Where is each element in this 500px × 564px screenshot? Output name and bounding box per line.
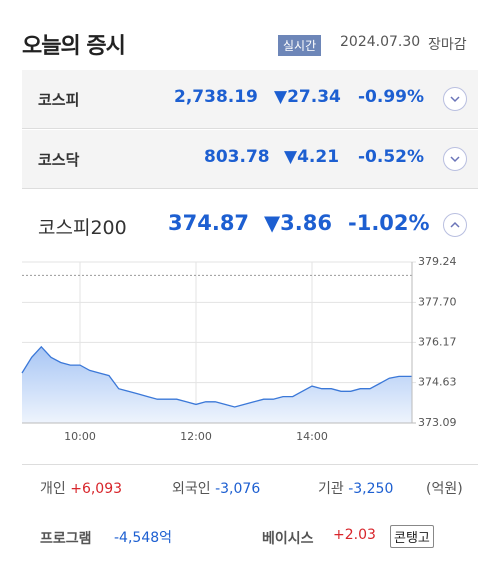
index-name: 코스닥 (38, 151, 80, 169)
area (22, 346, 412, 423)
investor-name: 외국인 (172, 481, 211, 497)
x-tick-label: 12:00 (180, 430, 212, 443)
index-name: 코스피200 (38, 217, 127, 239)
unit: (억원) (426, 481, 463, 497)
divider (22, 464, 478, 465)
y-tick-label: 376.17 (418, 335, 457, 348)
collapse-button[interactable] (443, 213, 467, 237)
y-tick-label: 374.63 (418, 376, 457, 389)
index-row[interactable]: 코스피 2,738.19 ▼27.34 -0.99% (22, 70, 478, 129)
line (21, 345, 412, 408)
basis-value: +2.03 (333, 527, 376, 543)
investor-value: -3,250 (348, 481, 394, 497)
badge: 실시간 (278, 35, 322, 56)
investor-value: -3,076 (215, 481, 261, 497)
x-tick-label: 10:00 (64, 430, 96, 443)
investor-name: 기관 (318, 481, 344, 497)
index-rate: -0.52% (358, 147, 425, 167)
y-tick-label: 373.09 (418, 416, 457, 429)
investor-value: +6,093 (70, 481, 123, 497)
x-tick-label: 14:00 (296, 430, 328, 443)
index-rate: -1.02% (348, 211, 430, 235)
index-value: 2,738.19 (174, 87, 258, 107)
y-tick-label: 377.70 (418, 295, 457, 308)
investor: 기관 -3,250 (318, 478, 393, 498)
index-change: ▼4.21 (284, 147, 340, 167)
index-change: ▼27.34 (274, 87, 341, 107)
expand-button[interactable] (443, 87, 467, 111)
index-row[interactable]: 코스닥 803.78 ▼4.21 -0.52% (22, 130, 478, 189)
index-change: ▼3.86 (264, 211, 332, 235)
basis-state: 콘탱고 (390, 525, 434, 548)
index-value: 374.87 (168, 211, 250, 235)
index-name: 코스피 (38, 91, 80, 109)
index-rate: -0.99% (358, 87, 425, 107)
investor: 외국인 -3,076 (172, 478, 260, 498)
expand-button[interactable] (443, 147, 467, 171)
investor-name: 개인 (40, 481, 66, 497)
index-row[interactable]: 코스피200 374.87 ▼3.86 -1.02% (22, 196, 478, 254)
program-value: -4,548억 (114, 530, 173, 546)
title: 오늘의 증시 (22, 34, 126, 59)
y-tick-label: 379.24 (418, 255, 457, 268)
chart: 373.09 374.63 376.17 377.70 379.24 10:00 12:00… (21, 255, 457, 443)
status: 장마감 (428, 37, 467, 53)
basis-label: 베이시스 (262, 531, 314, 547)
index-value: 803.78 (204, 147, 270, 167)
investor: 개인 +6,093 (40, 478, 122, 498)
date: 2024.07.30 (340, 34, 421, 50)
program-label: 프로그램 (40, 531, 92, 547)
